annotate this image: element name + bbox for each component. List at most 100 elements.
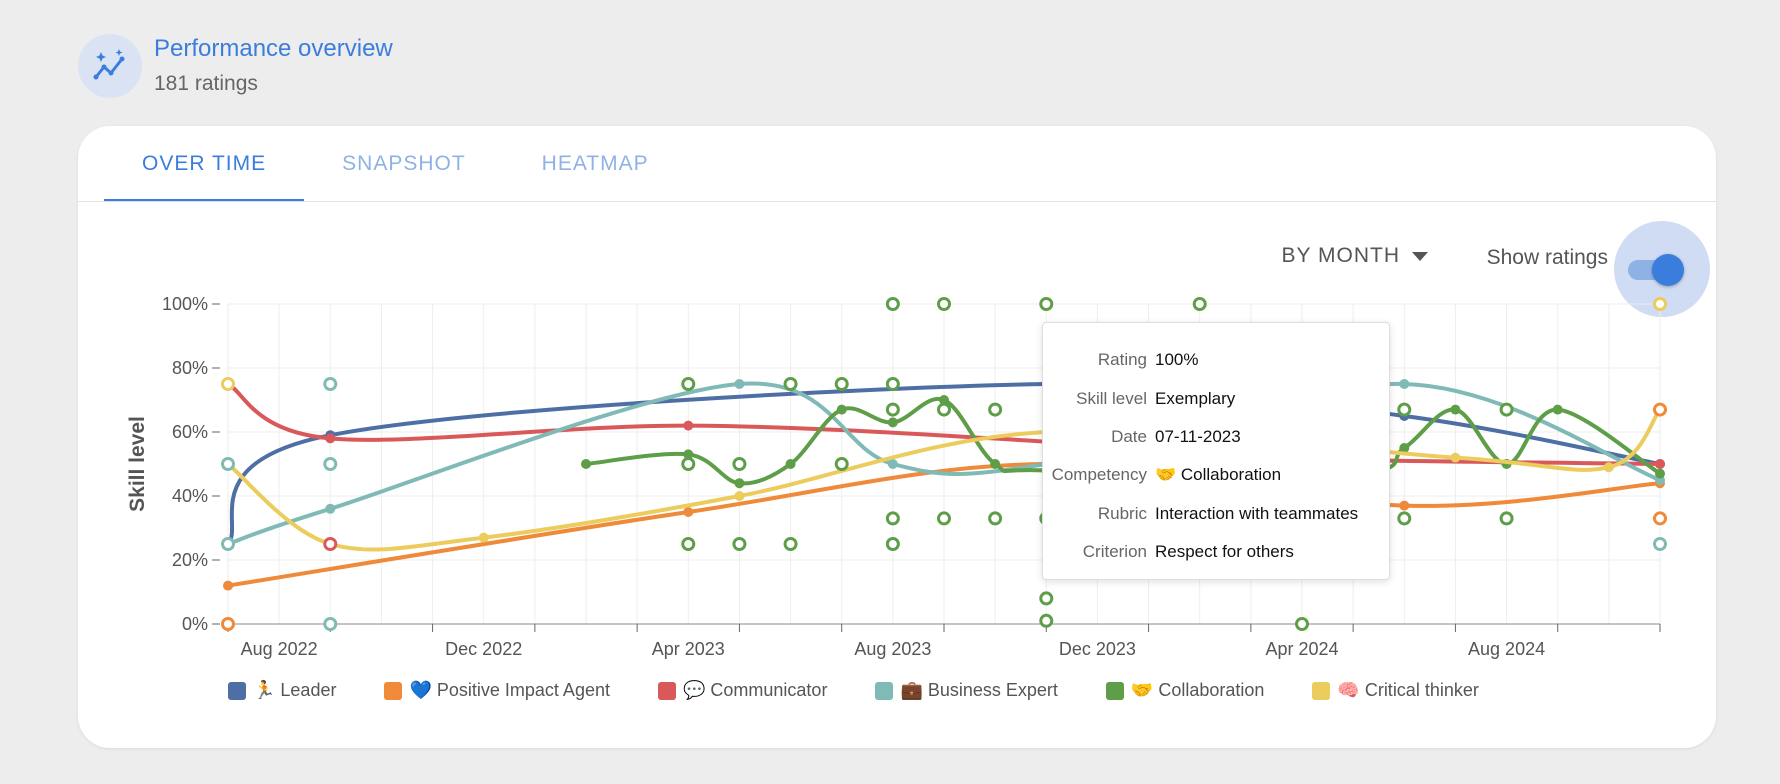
tooltip-key: Skill level xyxy=(1076,388,1147,408)
series-line xyxy=(226,381,1662,546)
rating-marker xyxy=(988,511,1003,526)
rating-marker xyxy=(681,537,696,551)
rating-marker xyxy=(681,457,696,471)
series-point xyxy=(1603,462,1614,473)
x-tick-label: Aug 2022 xyxy=(241,639,318,659)
series-point xyxy=(734,491,745,501)
chart-legend: 🏃 Leader 💙 Positive Impact Agent 💬 Commu… xyxy=(228,680,1527,701)
rating-marker xyxy=(221,537,235,551)
x-tick-label: Dec 2022 xyxy=(445,639,522,659)
series-point xyxy=(990,459,1001,469)
tab-snapshot[interactable]: SNAPSHOT xyxy=(342,152,466,175)
legend-item[interactable]: 🤝 Collaboration xyxy=(1105,680,1265,701)
y-tick-label: 60% xyxy=(172,422,208,442)
y-tick-label: 40% xyxy=(172,486,208,506)
series-point xyxy=(939,395,949,405)
x-tick-label: Apr 2024 xyxy=(1265,639,1338,659)
ratings-count: 181 ratings xyxy=(154,72,258,95)
rating-marker xyxy=(323,537,338,551)
tooltip-key: Rating xyxy=(1097,350,1147,370)
period-dropdown-label: BY MONTH xyxy=(1281,244,1400,267)
series-point xyxy=(1450,452,1461,463)
legend-item[interactable]: 💬 Communicator xyxy=(657,680,828,701)
series-point xyxy=(223,580,233,591)
rating-marker xyxy=(885,402,900,417)
tooltip-value: Interaction with teammates xyxy=(1155,503,1359,523)
x-tick-label: Aug 2024 xyxy=(1468,639,1545,659)
y-tick-label: 80% xyxy=(172,358,208,378)
series-point xyxy=(785,459,796,469)
series-line xyxy=(226,461,1662,588)
tooltip-value: Respect for others xyxy=(1155,542,1294,562)
period-dropdown[interactable]: BY MONTH xyxy=(1282,244,1428,268)
rating-marker xyxy=(1039,613,1054,628)
rating-marker xyxy=(885,511,900,526)
legend-swatch xyxy=(657,681,676,700)
rating-marker xyxy=(1039,297,1054,311)
series-point xyxy=(1655,468,1665,479)
rating-marker xyxy=(1499,511,1514,526)
chevron-down-icon xyxy=(1412,251,1428,261)
series-point xyxy=(1399,500,1410,511)
rating-marker xyxy=(323,377,338,391)
chart-card: OVER TIME SNAPSHOT HEATMAP BY MONTH Show… xyxy=(78,126,1716,748)
series-point xyxy=(683,449,694,460)
rating-marker xyxy=(681,377,696,391)
tooltip-row: Date 07-11-2023 xyxy=(1043,418,1389,456)
y-tick-label: 20% xyxy=(172,550,208,570)
tooltip-row: Rating 100% xyxy=(1043,341,1389,379)
series-line xyxy=(226,407,1662,552)
rating-marker xyxy=(221,617,235,631)
legend-label: 💼 Business Expert xyxy=(900,680,1058,700)
rating-marker xyxy=(1653,511,1667,526)
series-point xyxy=(1450,404,1461,415)
toggle-knob[interactable] xyxy=(1652,254,1684,286)
rating-marker xyxy=(834,377,849,391)
series-point xyxy=(836,404,847,415)
y-axis-label: Skill level xyxy=(126,416,149,512)
rating-marker xyxy=(732,457,747,471)
rating-marker xyxy=(937,297,951,311)
show-ratings-label: Show ratings xyxy=(1486,246,1608,269)
legend-item[interactable]: 💙 Positive Impact Agent xyxy=(384,680,610,701)
page-header: Performance overview 181 ratings xyxy=(78,34,393,98)
legend-item[interactable]: 🏃 Leader xyxy=(228,680,336,701)
rating-marker xyxy=(323,617,338,631)
legend-label: 💬 Communicator xyxy=(682,680,828,700)
tooltip-row: Criterion Respect for others xyxy=(1043,533,1389,571)
legend-swatch xyxy=(1105,681,1124,700)
series-point xyxy=(734,478,745,489)
x-tick-label: Aug 2023 xyxy=(854,639,931,659)
page-title[interactable]: Performance overview xyxy=(154,35,393,62)
rating-marker xyxy=(885,537,900,551)
tooltip-value: 100% xyxy=(1155,350,1199,370)
legend-swatch xyxy=(1312,681,1331,700)
legend-label: 💙 Positive Impact Agent xyxy=(409,680,610,700)
series-point xyxy=(683,507,694,517)
rating-marker xyxy=(221,457,235,471)
legend-item[interactable]: 💼 Business Expert xyxy=(875,680,1058,701)
rating-marker xyxy=(732,537,747,551)
rating-marker xyxy=(1653,402,1667,417)
legend-label: 🤝 Collaboration xyxy=(1130,680,1265,700)
rating-marker xyxy=(1397,511,1412,526)
rating-marker xyxy=(988,402,1003,417)
rating-marker xyxy=(937,511,951,526)
tab-over-time[interactable]: OVER TIME xyxy=(104,126,305,202)
rating-marker xyxy=(221,377,235,391)
rating-marker xyxy=(1499,402,1514,417)
rating-marker xyxy=(885,377,900,391)
rating-marker xyxy=(323,457,338,471)
series-point xyxy=(325,433,336,444)
series-point xyxy=(1655,459,1665,469)
legend-swatch xyxy=(875,681,894,700)
series-point xyxy=(887,459,898,469)
tab-divider xyxy=(78,201,1716,202)
series-point xyxy=(1399,379,1410,389)
tab-heatmap[interactable]: HEATMAP xyxy=(541,152,649,175)
rating-marker xyxy=(1295,617,1309,631)
legend-item[interactable]: 🧠 Critical thinker xyxy=(1312,680,1479,701)
series-point xyxy=(683,420,694,431)
rating-marker xyxy=(1039,591,1054,606)
